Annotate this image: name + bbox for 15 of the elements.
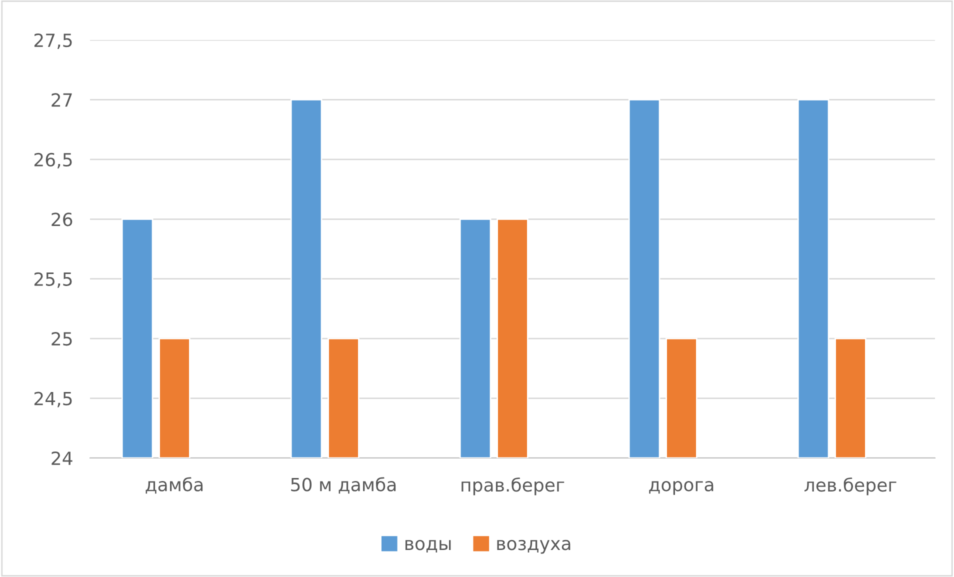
y-tick-label: 27 [52,93,72,107]
y-tick-label: 26,5 [34,152,72,168]
x-tick-label: дорога [649,481,714,495]
y-tick-label: 24 [52,451,72,465]
x-tick-label: 50 м дамба [291,477,396,494]
y-tick-label: 24,5 [34,392,72,408]
y-tick-label: 26 [52,212,72,226]
legend-label: воздуха [497,540,570,554]
legend-label: воды [405,540,451,552]
y-tick-label: 25 [52,332,72,346]
x-tick-label: лев.берег [804,477,896,496]
x-tick-label: дамба [146,477,203,494]
y-tick-label: 25,5 [34,272,72,288]
x-tick-label: прав.берег [462,477,564,496]
y-tick-label: 27,5 [34,33,72,49]
